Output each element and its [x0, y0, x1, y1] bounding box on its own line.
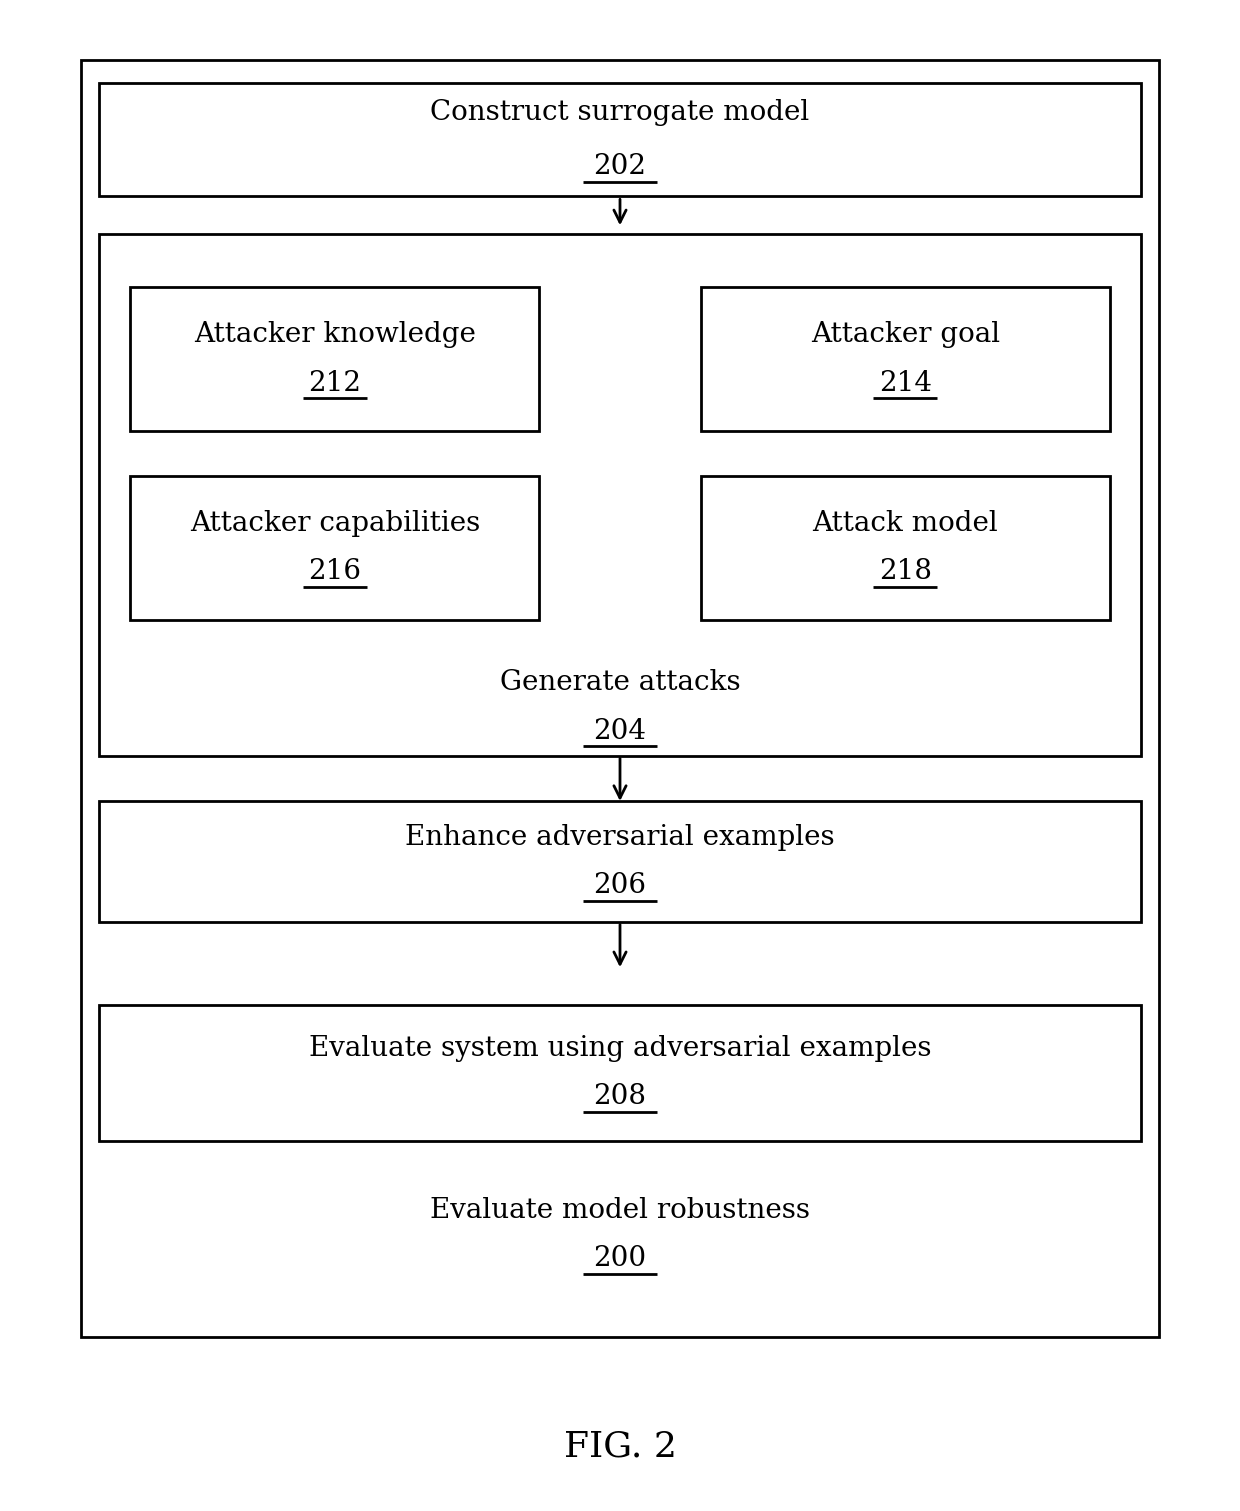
Bar — [99, 234, 1141, 756]
Text: 208: 208 — [594, 1083, 646, 1111]
Bar — [99, 801, 1141, 922]
Text: FIG. 2: FIG. 2 — [563, 1429, 677, 1463]
Text: Enhance adversarial examples: Enhance adversarial examples — [405, 823, 835, 851]
Bar — [81, 60, 1159, 1337]
Text: Attacker capabilities: Attacker capabilities — [190, 511, 480, 536]
Text: Evaluate model robustness: Evaluate model robustness — [430, 1197, 810, 1224]
Text: Attack model: Attack model — [812, 511, 998, 536]
Bar — [99, 1005, 1141, 1141]
Text: Attacker knowledge: Attacker knowledge — [193, 322, 476, 348]
Bar — [701, 287, 1110, 431]
Text: 214: 214 — [879, 370, 931, 396]
Text: 206: 206 — [594, 872, 646, 899]
Bar — [99, 83, 1141, 196]
Bar — [701, 476, 1110, 620]
Text: Construct surrogate model: Construct surrogate model — [430, 100, 810, 125]
Text: 202: 202 — [594, 154, 646, 180]
Text: Generate attacks: Generate attacks — [500, 669, 740, 697]
Text: 212: 212 — [309, 370, 361, 396]
Text: 218: 218 — [879, 559, 931, 585]
Text: 204: 204 — [594, 718, 646, 745]
Text: 200: 200 — [594, 1245, 646, 1272]
Bar — [130, 476, 539, 620]
Text: Evaluate system using adversarial examples: Evaluate system using adversarial exampl… — [309, 1035, 931, 1062]
Text: 216: 216 — [309, 559, 361, 585]
Text: Attacker goal: Attacker goal — [811, 322, 999, 348]
Bar — [130, 287, 539, 431]
